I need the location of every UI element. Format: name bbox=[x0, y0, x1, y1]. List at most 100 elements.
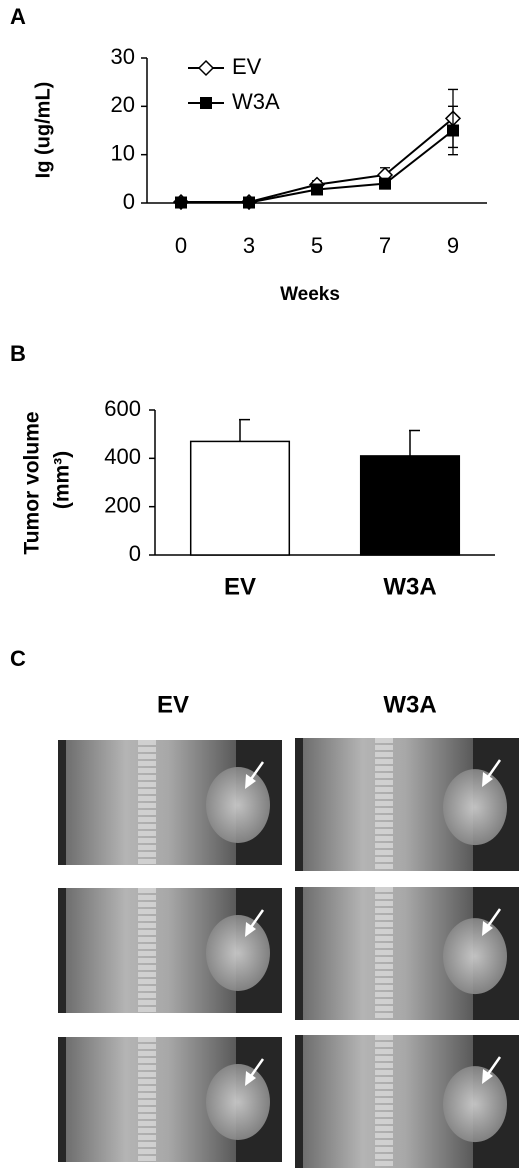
arrow-head bbox=[245, 922, 256, 937]
marker bbox=[311, 183, 323, 196]
marker bbox=[447, 124, 459, 137]
spine-vertebra bbox=[375, 1105, 393, 1110]
spine-vertebra bbox=[375, 780, 393, 785]
y-axis-label: Ig (ug/mL) bbox=[32, 82, 54, 179]
spine-vertebra bbox=[375, 752, 393, 757]
spine-vertebra bbox=[138, 838, 156, 843]
spine-vertebra bbox=[138, 782, 156, 787]
spine-vertebra bbox=[138, 859, 156, 864]
error-bar bbox=[239, 418, 250, 442]
arrow-head bbox=[482, 921, 493, 936]
spine-vertebra bbox=[375, 957, 393, 962]
spine-vertebra bbox=[138, 740, 156, 745]
spine-vertebra bbox=[375, 759, 393, 764]
spine-vertebra bbox=[375, 964, 393, 969]
spine-vertebra bbox=[138, 1065, 156, 1070]
spine-vertebra bbox=[375, 978, 393, 983]
x-tick-label: EV bbox=[224, 573, 256, 600]
spine-vertebra bbox=[375, 738, 393, 743]
arrow-head bbox=[482, 772, 493, 787]
spine-vertebra bbox=[375, 1006, 393, 1011]
x-tick-label: 3 bbox=[243, 233, 255, 258]
x-tick-label: 7 bbox=[379, 233, 391, 258]
spine-vertebra bbox=[375, 1049, 393, 1054]
spine-vertebra bbox=[138, 789, 156, 794]
spine-vertebra bbox=[375, 794, 393, 799]
x-axis-label: Weeks bbox=[280, 284, 340, 305]
xray-image bbox=[58, 1037, 282, 1162]
spine-vertebra bbox=[138, 1058, 156, 1063]
spine-vertebra bbox=[138, 761, 156, 766]
spine-vertebra bbox=[138, 1114, 156, 1119]
marker bbox=[379, 177, 391, 190]
spine-vertebra bbox=[138, 852, 156, 857]
error-bar bbox=[409, 429, 420, 456]
y-axis-label: Tumor volume bbox=[21, 411, 44, 554]
spine-vertebra bbox=[138, 810, 156, 815]
tumor bbox=[443, 1066, 507, 1143]
spine-vertebra bbox=[375, 908, 393, 913]
y-tick-label: 400 bbox=[104, 444, 141, 469]
spine-vertebra bbox=[375, 1112, 393, 1117]
spine-vertebra bbox=[375, 1084, 393, 1089]
x-tick-label: W3A bbox=[383, 573, 436, 600]
y-tick-label: 600 bbox=[104, 396, 141, 421]
spine-vertebra bbox=[138, 986, 156, 991]
spine-vertebra bbox=[138, 944, 156, 949]
arrow-head bbox=[482, 1069, 493, 1084]
spine-vertebra bbox=[138, 916, 156, 921]
spine-vertebra bbox=[375, 766, 393, 771]
xray-image bbox=[58, 740, 282, 865]
spine-vertebra bbox=[138, 1072, 156, 1077]
spine-vertebra bbox=[138, 845, 156, 850]
y-tick-label: 0 bbox=[123, 189, 135, 214]
spine-vertebra bbox=[138, 747, 156, 752]
spine-vertebra bbox=[138, 930, 156, 935]
arrow-head bbox=[245, 774, 256, 789]
spine-vertebra bbox=[138, 1079, 156, 1084]
spine-vertebra bbox=[138, 888, 156, 893]
spine-vertebra bbox=[375, 843, 393, 848]
spine-vertebra bbox=[138, 775, 156, 780]
spine-vertebra bbox=[138, 796, 156, 801]
spine-vertebra bbox=[138, 831, 156, 836]
spine-vertebra bbox=[138, 951, 156, 956]
spine-vertebra bbox=[375, 1063, 393, 1068]
spine-vertebra bbox=[138, 1135, 156, 1140]
spine-vertebra bbox=[138, 1128, 156, 1133]
legend-label: EV bbox=[232, 54, 262, 79]
spine-vertebra bbox=[138, 923, 156, 928]
y-tick-label: 0 bbox=[129, 541, 141, 566]
spine-vertebra bbox=[138, 817, 156, 822]
spine-vertebra bbox=[375, 901, 393, 906]
spine-vertebra bbox=[375, 1098, 393, 1103]
spine-vertebra bbox=[138, 1142, 156, 1147]
spine-vertebra bbox=[375, 808, 393, 813]
y-tick-label: 20 bbox=[111, 92, 135, 117]
spine-vertebra bbox=[375, 929, 393, 934]
marker bbox=[200, 97, 212, 109]
spine-vertebra bbox=[138, 1037, 156, 1042]
spine-vertebra bbox=[375, 787, 393, 792]
spine-vertebra bbox=[375, 985, 393, 990]
y-tick-label: 200 bbox=[104, 492, 141, 517]
spine-vertebra bbox=[138, 803, 156, 808]
spine-vertebra bbox=[138, 972, 156, 977]
spine-vertebra bbox=[375, 773, 393, 778]
tumor bbox=[206, 1064, 270, 1140]
spine-vertebra bbox=[138, 979, 156, 984]
spine-vertebra bbox=[138, 1093, 156, 1098]
spine-vertebra bbox=[375, 915, 393, 920]
spine-vertebra bbox=[138, 754, 156, 759]
spine-vertebra bbox=[138, 1007, 156, 1012]
spine-vertebra bbox=[138, 1086, 156, 1091]
tumor bbox=[206, 767, 270, 843]
spine-vertebra bbox=[375, 1133, 393, 1138]
y-axis-label: (mm³) bbox=[51, 451, 74, 509]
tumor bbox=[443, 918, 507, 995]
spine-vertebra bbox=[375, 1042, 393, 1047]
arrow-head bbox=[245, 1071, 256, 1086]
spine-vertebra bbox=[375, 1126, 393, 1131]
spine-vertebra bbox=[375, 1070, 393, 1075]
x-tick-label: 0 bbox=[175, 233, 187, 258]
